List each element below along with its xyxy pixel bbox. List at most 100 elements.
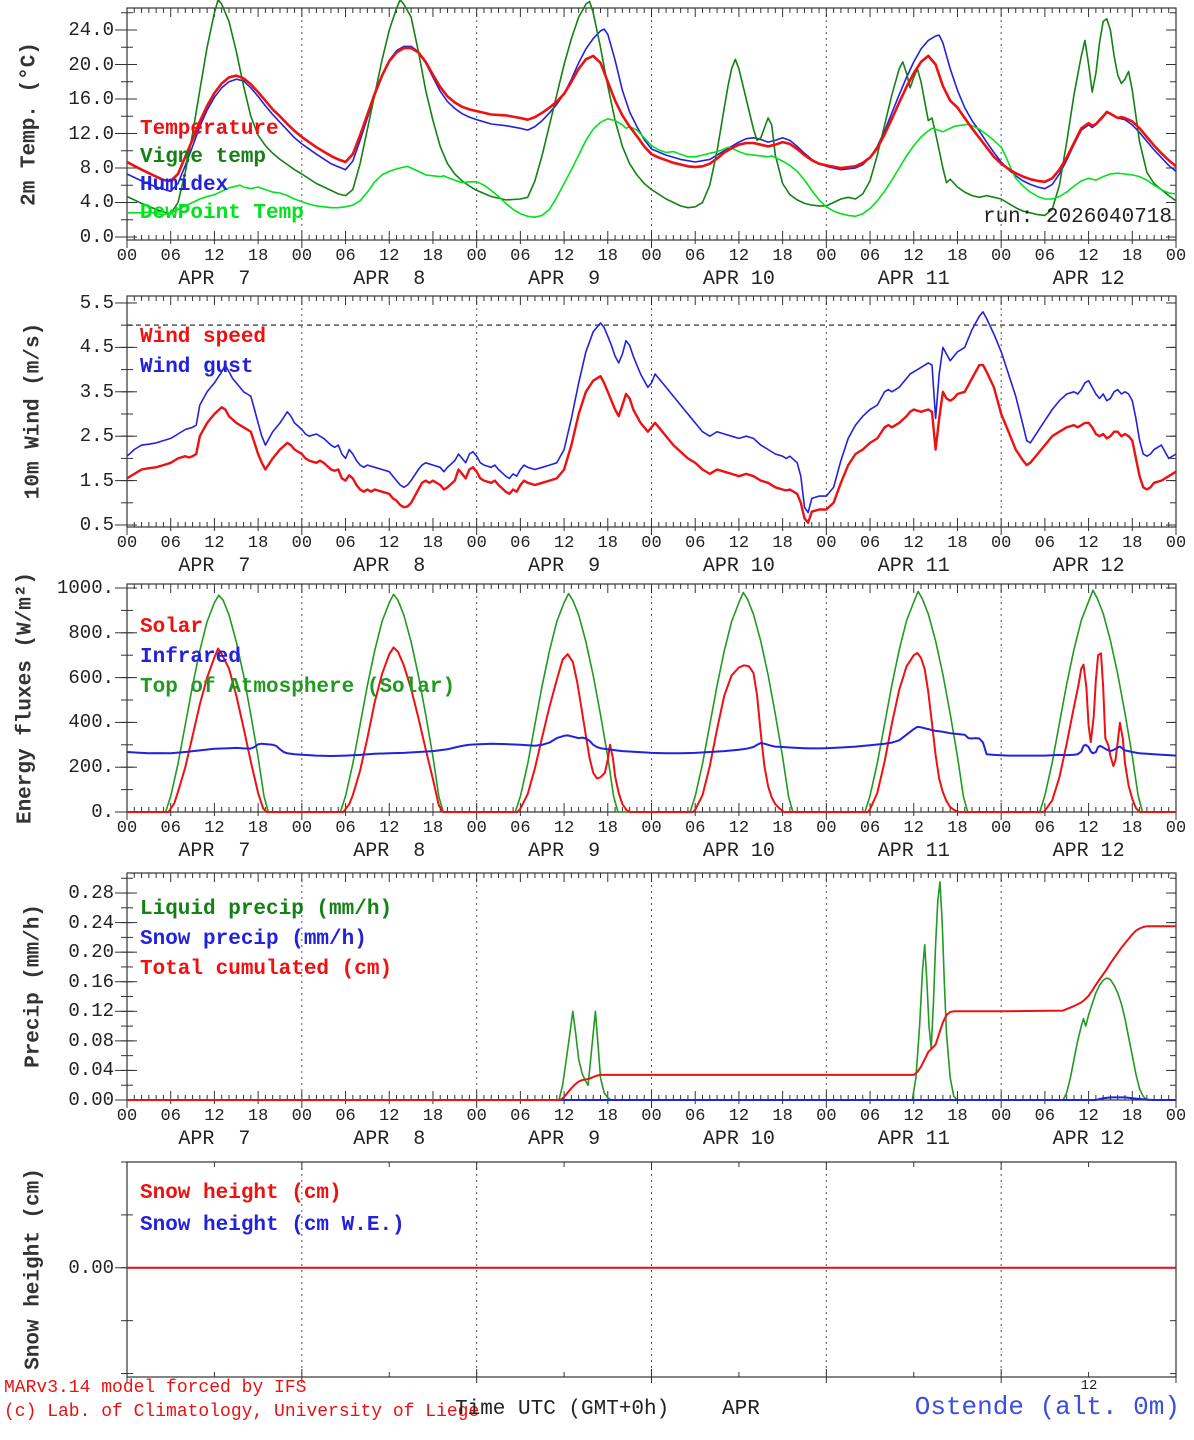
- legend-solar: Solar: [140, 616, 204, 639]
- x-hour-label: 00: [816, 819, 837, 838]
- x-hour-label: 06: [859, 819, 881, 838]
- x-hour-label: 12: [1078, 819, 1099, 838]
- series-total_cumulated: [127, 925, 1176, 1101]
- x-hour-label: 00: [291, 819, 313, 838]
- x-day-label: APR 11: [877, 555, 950, 578]
- y-axis-title-snow: Snow height (cm): [22, 1168, 46, 1370]
- x-day-label: APR 8: [353, 555, 426, 578]
- y-tick-label: 5.5: [79, 291, 114, 314]
- x-hour-label: 12: [728, 534, 750, 553]
- x-hour-label: 00: [1165, 1107, 1187, 1126]
- model-run-label: run: 2026040718: [982, 206, 1172, 229]
- x-day-label: APR 12: [1052, 1128, 1125, 1151]
- x-hour-label: 00: [816, 1107, 837, 1126]
- y-tick-label: 1.5: [79, 469, 114, 492]
- x-hour-label: 18: [247, 1107, 269, 1126]
- y-tick-label: 8.0: [79, 156, 114, 179]
- legend-wind-gust: Wind gust: [140, 356, 254, 379]
- y-tick-label: 0.: [91, 801, 114, 823]
- x-hour-label: 06: [160, 534, 181, 553]
- y-tick-label: 0.04: [68, 1059, 114, 1082]
- x-hour-label: 00: [116, 819, 138, 838]
- legend-snow-height-cm-w-e-: Snow height (cm W.E.): [140, 1214, 405, 1237]
- x-hour-label: 18: [772, 819, 793, 838]
- x-hour-label: 12: [903, 1107, 924, 1126]
- legend-total-cumulated-cm-: Total cumulated (cm): [140, 958, 393, 981]
- x-hour-label: 06: [510, 819, 531, 838]
- series-snow_precip: [127, 1096, 1176, 1101]
- x-day-label: APR 12: [1052, 268, 1125, 291]
- x-hour-label: 00: [641, 1107, 662, 1126]
- x-hour-label: 18: [422, 534, 444, 553]
- series-wind_speed: [126, 363, 1177, 524]
- y-tick-label: 0.00: [68, 1256, 114, 1279]
- x-hour-label: 18: [422, 819, 444, 838]
- y-tick-label: 4.0: [79, 191, 114, 214]
- y-tick-label: 24.0: [68, 19, 114, 41]
- x-hour-label: 06: [510, 1107, 531, 1126]
- y-tick-label: 2.5: [79, 425, 114, 448]
- x-hour-label: 12: [728, 1107, 750, 1126]
- legend-dewpoint-temp: DewPoint Temp: [140, 202, 304, 225]
- x-hour-label: 12: [379, 819, 400, 838]
- model-credit-line: MARv3.14 model forced by IFS: [4, 1378, 307, 1398]
- x-hour-label: 00: [291, 534, 313, 553]
- x-hour-label: 12: [204, 247, 225, 266]
- x-hour-label: 18: [597, 1107, 618, 1126]
- x-hour-label: 06: [335, 1107, 356, 1126]
- x-hour-label: 06: [335, 247, 356, 266]
- x-axis-title: Time UTC (GMT+0h): [455, 1398, 670, 1421]
- x-hour-label: 06: [1034, 1107, 1056, 1126]
- x-day-label: APR 9: [528, 840, 601, 863]
- x-hour-label: 18: [597, 819, 618, 838]
- y-axis-title-temperature: 2m Temp. (°C): [18, 42, 42, 206]
- x-hour-label: 12: [903, 819, 924, 838]
- x-hour-label: 06: [1034, 247, 1056, 266]
- x-hour-label: 06: [859, 247, 881, 266]
- x-hour-label: 18: [947, 534, 968, 553]
- x-hour-label: 06: [510, 247, 531, 266]
- x-hour-label: 12: [1078, 534, 1099, 553]
- x-hour-label: 00: [816, 247, 837, 266]
- x-hour-label: 18: [247, 819, 269, 838]
- legend-temperature: Temperature: [140, 118, 279, 141]
- x-hour-label: 00: [1165, 534, 1187, 553]
- x-hour-label: 18: [772, 1107, 793, 1126]
- x-hour-label: 18: [422, 1107, 444, 1126]
- y-tick-label: 200.: [68, 756, 114, 779]
- x-hour-label: 00: [291, 1107, 313, 1126]
- y-axis-title-precip: Precip (mm/h): [22, 904, 46, 1068]
- x-hour-label: 06: [160, 1107, 181, 1126]
- x-day-label: APR 9: [528, 555, 601, 578]
- x-hour-label: 12: [204, 819, 225, 838]
- x-hour-label: 18: [247, 534, 269, 553]
- x-hour-label: 06: [685, 1107, 706, 1126]
- series-solar: [127, 646, 1176, 813]
- station-name-label: Ostende (alt. 0m): [914, 1392, 1180, 1422]
- y-tick-label: 0.12: [68, 1000, 114, 1023]
- x-hour-label: 12: [903, 534, 924, 553]
- x-hour-label: 18: [947, 1107, 968, 1126]
- x-hour-label: 00: [466, 1107, 487, 1126]
- legend-snow-precip-mm-h-: Snow precip (mm/h): [140, 928, 367, 951]
- x-day-label: APR 10: [702, 840, 775, 863]
- x-day-label: APR 10: [702, 1128, 775, 1151]
- x-hour-label: 06: [859, 534, 881, 553]
- series-dewpoint_temp: [127, 118, 1177, 218]
- y-axis-title-wind: 10m Wind (m/s): [22, 322, 46, 500]
- x-day-label: APR 7: [178, 1128, 251, 1151]
- x-axis-month-label: APR: [722, 1398, 760, 1421]
- x-hour-label: 18: [772, 534, 793, 553]
- x-hour-label: 18: [422, 247, 444, 266]
- x-hour-label: 12: [553, 534, 575, 553]
- x-hour-label: 00: [1165, 819, 1187, 838]
- series-wind_gust: [126, 311, 1177, 514]
- x-hour-label: 06: [510, 534, 531, 553]
- lab-credit-line: (c) Lab. of Climatology, University of L…: [4, 1402, 480, 1422]
- x-hour-label: 00: [466, 247, 487, 266]
- x-hour-label: 00: [990, 534, 1012, 553]
- x-hour-label: 06: [1034, 534, 1056, 553]
- x-hour-label: 12: [553, 819, 575, 838]
- x-hour-label: 12: [379, 534, 400, 553]
- legend-humidex: Humidex: [140, 174, 229, 197]
